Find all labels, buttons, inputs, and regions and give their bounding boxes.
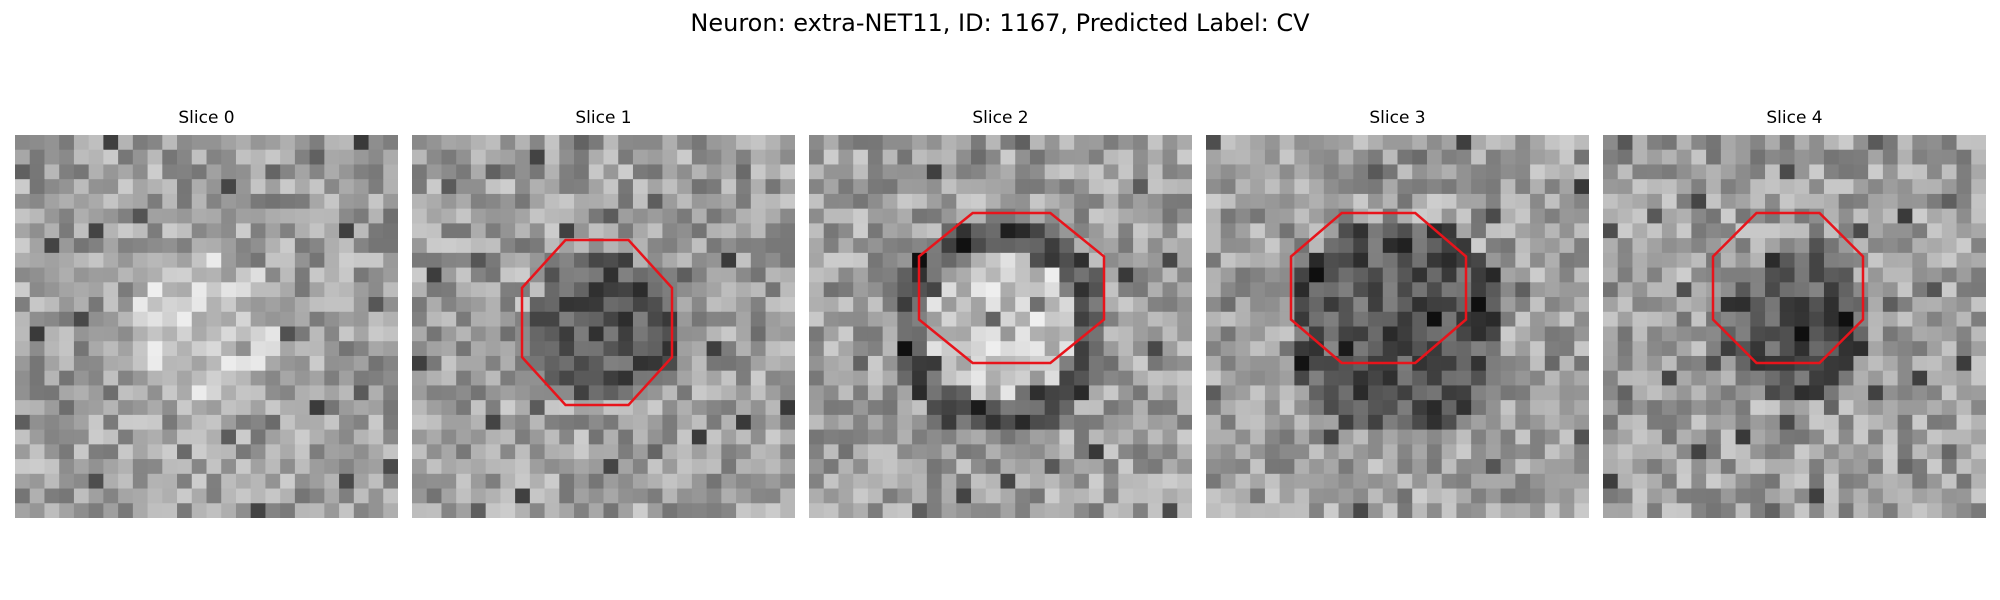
slice-image: [15, 135, 398, 518]
slice-panel-2: Slice 2: [809, 104, 1192, 518]
slice-panel-4: Slice 4: [1603, 104, 1986, 518]
slice-title: Slice 2: [972, 108, 1029, 128]
slice-title: Slice 0: [178, 108, 235, 128]
figure-title: Neuron: extra-NET11, ID: 1167, Predicted…: [690, 9, 1310, 37]
slice-title: Slice 3: [1369, 108, 1426, 128]
slice-panel-0: Slice 0: [15, 104, 398, 518]
slice-image: [809, 135, 1192, 518]
slice-image: [412, 135, 795, 518]
roi-contour: [520, 238, 674, 407]
slice-image: [1206, 135, 1589, 518]
slice-panel-3: Slice 3: [1206, 104, 1589, 518]
roi-contour: [1711, 211, 1865, 365]
slice-title: Slice 4: [1766, 108, 1823, 128]
slice-panel-1: Slice 1: [412, 104, 795, 518]
roi-contour: [1289, 211, 1468, 365]
roi-contour: [917, 211, 1106, 365]
slice-image: [1603, 135, 1986, 518]
slice-title: Slice 1: [575, 108, 632, 128]
